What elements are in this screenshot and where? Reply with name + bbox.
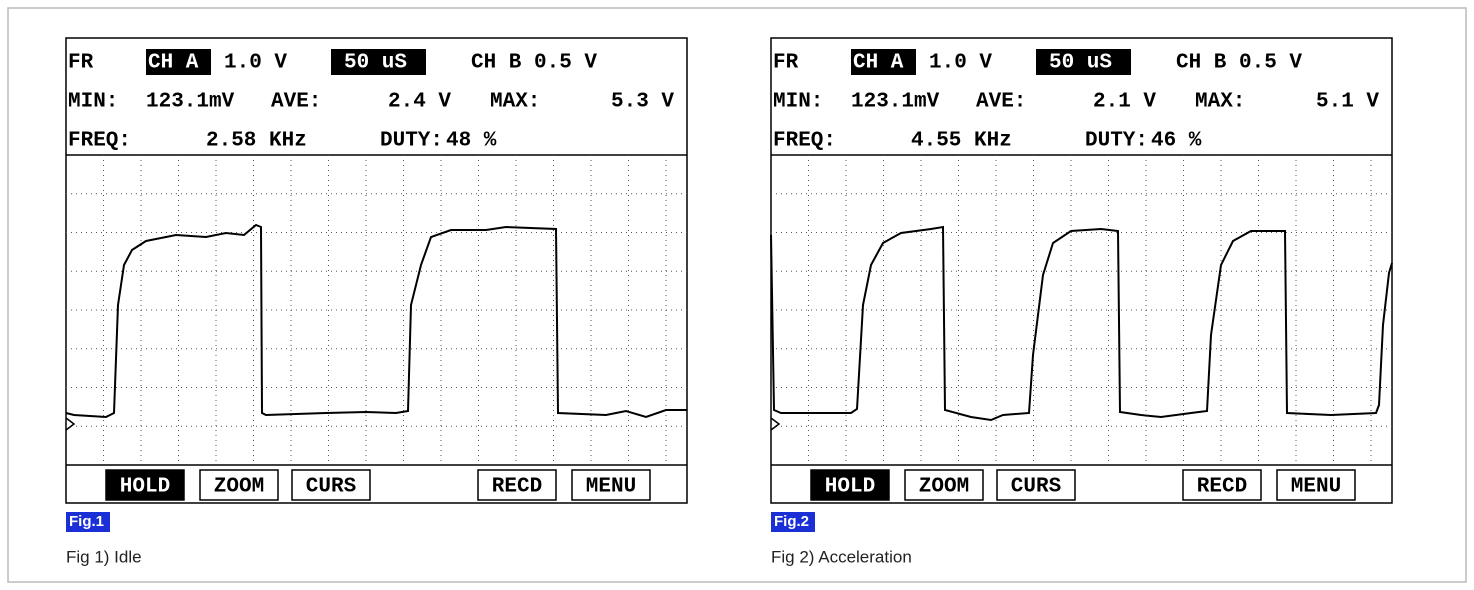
button[interactable] [105,469,185,501]
header-text: 123.1mV [851,91,940,114]
header-text: 46 % [1151,130,1202,153]
header-text: FR [68,52,94,75]
button[interactable] [810,469,890,501]
header-text: FREQ: [68,130,131,153]
caption: Fig 1) Idle [66,547,142,566]
button-label: CURS [1011,476,1061,499]
header-text: MAX: [490,91,540,114]
header-text: MAX: [1195,91,1245,114]
button-label: HOLD [120,476,170,499]
inverse-box [851,49,916,75]
button-label: MENU [1291,476,1341,499]
button[interactable] [996,469,1076,501]
header-text: 123.1mV [146,91,235,114]
inverse-box [331,49,426,75]
inverse-box [146,49,211,75]
button[interactable] [477,469,557,501]
header-text: FREQ: [773,130,836,153]
button-label: MENU [586,476,636,499]
header-text: 5.3 V [611,91,674,114]
header-text: CH B 0.5 V [1176,52,1302,75]
button[interactable] [571,469,651,501]
screen [65,37,688,504]
header-text: 5.1 V [1316,91,1379,114]
header-text: 2.4 V [388,91,451,114]
header-text: 2.58 KHz [206,130,307,153]
fig-badge [771,512,815,532]
scope-panel: FR CH A 1.0 V 50 uS CH B 0.5 V MIN: 123.1mV AVE… [65,37,688,566]
header-text: 2.1 V [1093,91,1156,114]
button-label: CURS [306,476,356,499]
header-text: 48 % [446,130,497,153]
trigger-marker [65,417,76,431]
button[interactable] [199,469,279,501]
header-text: AVE: [976,91,1026,114]
header-text: AVE: [271,91,321,114]
caption: Fig 2) Acceleration [771,547,912,566]
header-text: MIN: [68,91,118,114]
button-label: HOLD [825,476,875,499]
button-label: RECD [1197,476,1247,499]
header-text: 50 uS [344,52,407,75]
header-text: 50 uS [1049,52,1112,75]
button-label: RECD [492,476,542,499]
button[interactable] [1182,469,1262,501]
button-label: ZOOM [214,476,264,499]
trigger-marker [770,417,781,431]
screen [770,37,1393,504]
header-text: CH A [853,52,904,75]
button-label: ZOOM [919,476,969,499]
header-text: 4.55 KHz [911,130,1012,153]
scope-panel: FR CH A 1.0 V 50 uS CH B 0.5 V MIN: 123.1mV AVE… [770,37,1393,566]
waveform [65,223,687,419]
fig-badge [66,512,110,532]
header-text: 1.0 V [929,52,992,75]
header-text: MIN: [773,91,823,114]
waveform [770,225,1393,422]
button[interactable] [904,469,984,501]
header-text: DUTY: [1085,130,1148,153]
button[interactable] [291,469,371,501]
header-text: 1.0 V [224,52,287,75]
header-text: DUTY: [380,130,443,153]
fig-label: Fig.2 [774,513,809,530]
header-text: CH B 0.5 V [471,52,597,75]
inverse-box [1036,49,1131,75]
button[interactable] [1276,469,1356,501]
header-text: CH A [148,52,199,75]
header-text: FR [773,52,799,75]
fig-label: Fig.1 [69,513,104,530]
